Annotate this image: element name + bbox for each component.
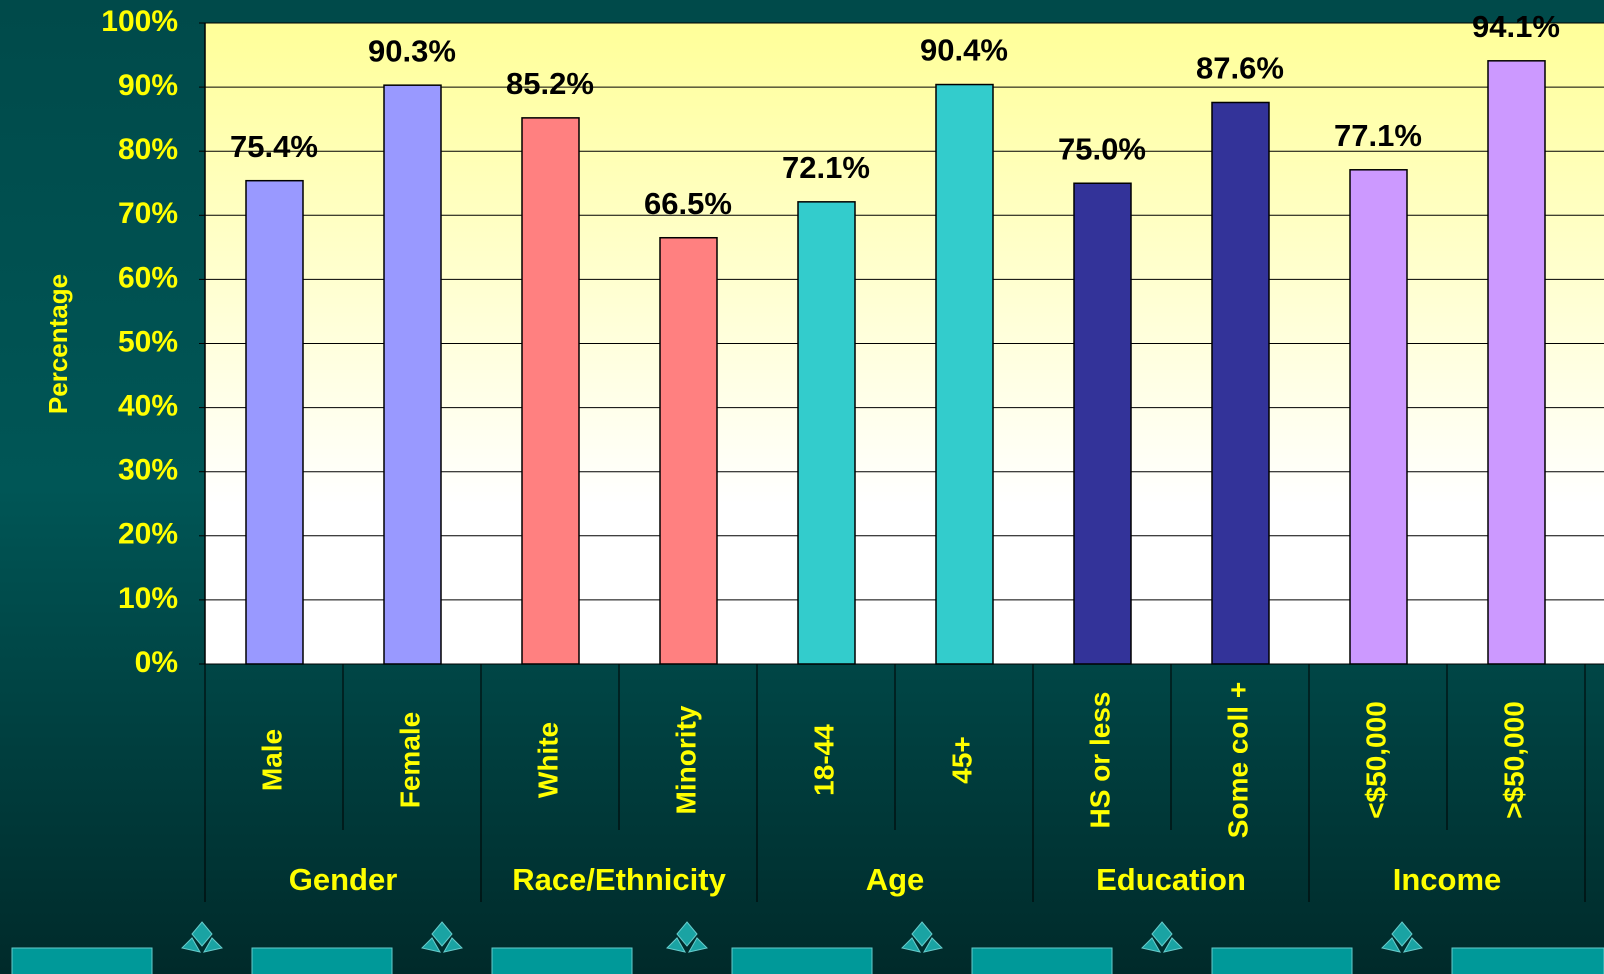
value-label: 66.5% (644, 186, 732, 221)
bar (521, 117, 580, 665)
y-tick-label: 10% (118, 582, 178, 615)
value-label: 94.1% (1472, 9, 1560, 44)
value-label: 77.1% (1334, 118, 1422, 153)
x-tick-label: <$50,000 (1360, 701, 1391, 819)
y-axis-label: Percentage (43, 274, 73, 414)
value-label: 75.4% (230, 129, 318, 164)
value-label: 90.3% (368, 33, 456, 68)
y-tick-label: 90% (118, 69, 178, 102)
group-label: Education (1096, 862, 1246, 897)
y-tick-label: 70% (118, 197, 178, 230)
y-tick-label: 100% (101, 5, 178, 38)
x-tick-label: Male (256, 729, 287, 791)
y-tick-label: 80% (118, 133, 178, 166)
x-tick-label: White (532, 722, 563, 798)
y-tick-label: 0% (135, 646, 178, 679)
y-tick-label: 50% (118, 325, 178, 358)
bar (1211, 101, 1270, 665)
footer-decoration (11, 921, 1604, 974)
group-label: Race/Ethnicity (512, 862, 726, 897)
bar (797, 201, 856, 665)
y-tick-label: 60% (118, 261, 178, 294)
x-tick-label: HS or less (1084, 692, 1115, 829)
value-label: 85.2% (506, 66, 594, 101)
group-label: Income (1393, 862, 1502, 897)
x-tick-label: 18-44 (808, 724, 839, 796)
value-label: 72.1% (782, 150, 870, 185)
bar (1073, 182, 1132, 665)
x-tick-label: Female (394, 712, 425, 809)
y-tick-label: 30% (118, 454, 178, 487)
group-label: Gender (289, 862, 398, 897)
x-tick-label: Minority (670, 705, 701, 814)
bar (659, 236, 718, 665)
y-tick-label: 20% (118, 518, 178, 551)
group-label: Age (866, 862, 925, 897)
bar (383, 84, 442, 665)
bar (245, 179, 304, 665)
value-label: 87.6% (1196, 51, 1284, 86)
y-tick-label: 40% (118, 390, 178, 423)
bar (935, 83, 994, 665)
x-tick-label: 45+ (946, 736, 977, 784)
value-label: 75.0% (1058, 131, 1146, 166)
x-tick-label: >$50,000 (1498, 701, 1529, 819)
bar (1487, 60, 1546, 665)
value-label: 90.4% (920, 33, 1008, 68)
bar (1349, 169, 1408, 665)
x-tick-label: Some coll + (1222, 682, 1253, 838)
